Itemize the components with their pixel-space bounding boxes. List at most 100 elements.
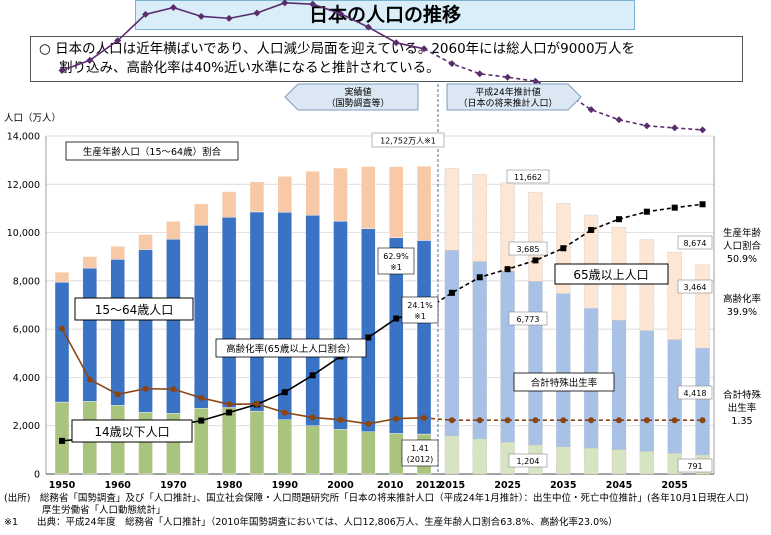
- svg-text:3,464: 3,464: [684, 283, 707, 292]
- label-box-65: 65歳以上人口: [554, 263, 669, 285]
- aging-rate-point: [365, 334, 372, 341]
- annotation-total-2060: 8,674: [677, 235, 713, 250]
- bar-segment-15-64: [221, 217, 237, 408]
- aging-rate-point: [226, 409, 233, 416]
- annotation-65-2060: 3,464: [677, 279, 713, 294]
- projection-banner: 平成24年推計値 （日本の将来推計人口）: [446, 83, 582, 111]
- svg-text:※1: ※1: [414, 312, 426, 321]
- annotation-total-2030: 11,662: [506, 169, 550, 184]
- svg-text:(2012): (2012): [407, 455, 434, 464]
- svg-text:50.9%: 50.9%: [727, 254, 757, 265]
- working-age-ratio-point: [504, 73, 512, 81]
- fertility-rate-point: [142, 385, 149, 392]
- svg-text:1.35: 1.35: [731, 416, 752, 427]
- y-tick-label: 14,000: [7, 132, 40, 143]
- y-tick-label: 4,000: [13, 373, 40, 384]
- actual-banner: 実績値 （国勢調査等）: [284, 83, 419, 111]
- summary-bullet: ○: [39, 41, 51, 57]
- svg-text:8,674: 8,674: [684, 239, 707, 248]
- svg-text:高齢化率(65歳以上人口割合）: 高齢化率(65歳以上人口割合）: [226, 343, 356, 355]
- x-tick-label: 2000: [327, 480, 354, 491]
- working-age-ratio-point: [86, 56, 94, 64]
- summary-line-1: ○ 日本の人口は近年横ばいであり、人口減少局面を迎えている。2060年には総人口…: [39, 40, 734, 59]
- fertility-rate-point: [198, 394, 205, 401]
- bar-segment-65: [361, 166, 376, 229]
- actual-banner-line1: 実績値: [344, 86, 371, 98]
- fertility-rate-point: [560, 417, 567, 424]
- x-tick-label: 2035: [550, 480, 576, 491]
- y-tick-label: 0: [34, 470, 40, 481]
- y-axis-label: 人口（万人）: [4, 112, 61, 124]
- bar-segment-65: [695, 264, 710, 349]
- fertility-rate-point: [643, 417, 650, 424]
- bar-segment-14: [444, 435, 460, 475]
- aging-rate-point: [476, 274, 483, 281]
- fertility-rate-point: [253, 400, 260, 407]
- fertility-rate-point: [532, 417, 539, 424]
- bar-segment-15-64: [416, 240, 432, 435]
- working-age-ratio-point: [531, 77, 539, 85]
- bar-segment-65: [333, 167, 348, 222]
- bar-segment-14: [333, 429, 348, 475]
- fertility-rate-point: [616, 417, 622, 424]
- label-box-15-64: 15～64歳人口: [74, 297, 194, 321]
- working-age-ratio-point: [142, 10, 150, 18]
- aging-line-label: 高齢化率(65歳以上人口割合）: [215, 338, 367, 358]
- bar-segment-14: [305, 425, 320, 475]
- bar-segment-15-64: [444, 250, 460, 436]
- bar-segment-15-64: [305, 215, 320, 426]
- fertility-rate-point: [699, 417, 706, 424]
- annotation-1564-2030: 6,773: [508, 311, 548, 326]
- svg-text:39.9%: 39.9%: [727, 307, 757, 318]
- bar-segment-14: [583, 447, 599, 475]
- bar-segment-15-64: [695, 348, 710, 456]
- page-title: 日本の人口の推移: [135, 0, 635, 30]
- working-age-ratio-point: [309, 0, 317, 8]
- bar-segment-15-64: [639, 330, 655, 452]
- aging-rate-point: [588, 226, 595, 233]
- summary-text-1: 日本の人口は近年横ばいであり、人口減少局面を迎えている。2060年には総人口が9…: [55, 41, 636, 57]
- aging-rate-point: [532, 257, 539, 264]
- aging-rate-point: [671, 204, 678, 211]
- aging-rate-line-projection: [423, 203, 703, 312]
- bar-segment-14: [556, 446, 571, 475]
- x-tick-label: 2045: [606, 480, 632, 491]
- aging-rate-point: [699, 201, 706, 208]
- bar-segment-14: [472, 438, 487, 475]
- x-tick-label: 1960: [104, 480, 131, 491]
- fertility-rate-point: [671, 417, 678, 424]
- aging-rate-point: [560, 245, 567, 252]
- bar-segment-14: [249, 410, 265, 475]
- svg-text:12,752万人※1: 12,752万人※1: [380, 137, 436, 146]
- fertility-rate-point: [448, 417, 455, 424]
- working-age-ratio-point: [671, 124, 679, 132]
- bar-segment-65: [305, 170, 320, 216]
- svg-text:62.9%: 62.9%: [383, 252, 409, 261]
- aging-rate-point: [309, 372, 316, 379]
- working-age-ratio-point: [448, 60, 456, 68]
- source-line-3: ※1 出典：平成24年度 総務省「人口推計」（2010年国勢調査においては、人口…: [4, 517, 618, 528]
- svg-text:791: 791: [687, 462, 702, 471]
- summary-text-2: 割り込み、高齢化率は40%近い水準になると推計されている。: [59, 60, 440, 76]
- label-box-14: 14歳以下人口: [71, 419, 193, 443]
- y-tick-label: 10,000: [7, 228, 40, 239]
- bar-segment-15-64: [556, 293, 571, 447]
- working-age-ratio-point: [253, 9, 261, 17]
- aging-rate-point: [448, 289, 455, 296]
- x-tick-label: 2025: [494, 480, 520, 491]
- bar-segment-15-64: [249, 211, 265, 412]
- bar-segment-14: [611, 449, 627, 475]
- x-tick-label: 1980: [216, 480, 243, 491]
- fertility-rate-point: [588, 417, 595, 424]
- bar-segment-14: [639, 451, 655, 475]
- bar-segment-15-64: [361, 228, 376, 432]
- x-tick-label: 1970: [160, 480, 187, 491]
- source-line-1: (出所) 総務省「国勢調査」及び「人口推計」、国立社会保障・人口問題研究所「日本…: [4, 493, 749, 504]
- working-age-ratio-point: [392, 39, 400, 47]
- bar-segment-65: [472, 174, 487, 262]
- x-tick-label: 1990: [272, 480, 299, 491]
- working-age-ratio-point: [364, 23, 372, 31]
- svg-text:生産年齢: 生産年齢: [723, 227, 762, 239]
- bar-segment-65: [528, 192, 543, 282]
